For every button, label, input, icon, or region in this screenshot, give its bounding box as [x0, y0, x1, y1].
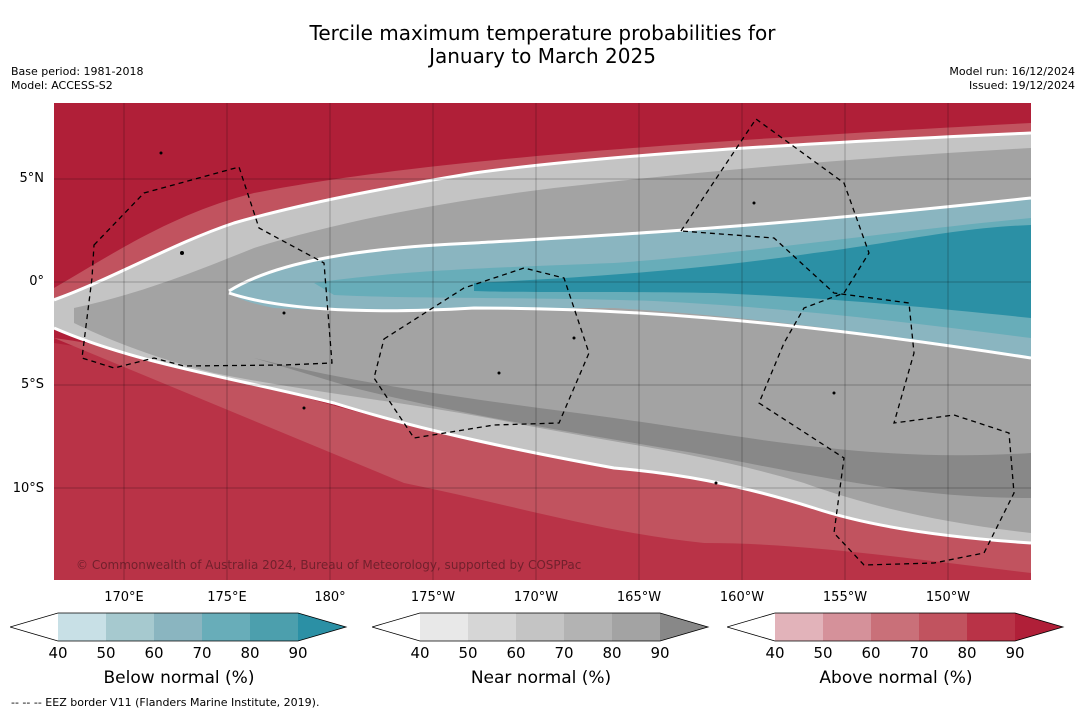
- colorbar-below-segment-1: [10, 613, 58, 641]
- cbar-near-tick: 40: [410, 644, 430, 662]
- meta-left: Base period: 1981-2018 Model: ACCESS-S2: [11, 65, 143, 93]
- lon-label-180: 180°: [314, 590, 346, 605]
- cbar-near-tick: 60: [506, 644, 526, 662]
- colorbar-near-segment-2: [420, 613, 468, 641]
- near-band-90: [254, 358, 1031, 498]
- colorbar-near-segment-4: [516, 613, 564, 641]
- lon-label-165w: 165°W: [616, 590, 662, 605]
- issued-date: Issued: 19/12/2024: [968, 79, 1075, 92]
- colorbar-above-segment-5: [919, 613, 967, 641]
- cbar-below-tick: 90: [288, 644, 308, 662]
- colorbar-near-segment-7: [660, 613, 708, 641]
- cbar-above-tick: 60: [861, 644, 881, 662]
- colorbar-above-segment-4: [871, 613, 919, 641]
- cbar-above-tick: 50: [813, 644, 833, 662]
- colorbar-near-segment-3: [468, 613, 516, 641]
- lon-label-175w: 175°W: [410, 590, 456, 605]
- cbar-above-tick: 90: [1005, 644, 1025, 662]
- colorbar-above-segment-3: [823, 613, 871, 641]
- model-name: Model: ACCESS-S2: [11, 79, 113, 92]
- contour-north: [54, 131, 1031, 302]
- colorbar-below-segment-5: [202, 613, 250, 641]
- colorbar-above-segment-1: [727, 613, 775, 641]
- lon-label-150w: 150°W: [925, 590, 971, 605]
- cbar-near-tick: 80: [602, 644, 622, 662]
- colorbar-near-segment-5: [564, 613, 612, 641]
- cbar-above-tick: 40: [765, 644, 785, 662]
- lat-label-0: 0°: [29, 274, 44, 289]
- colorbar-below-segment-3: [106, 613, 154, 641]
- colorbar-below-title: Below normal (%): [103, 668, 255, 688]
- colorbar-below-segment-4: [154, 613, 202, 641]
- colorbar-below-normal: [10, 612, 348, 642]
- lon-label-155w: 155°W: [822, 590, 868, 605]
- lon-label-175e: 175°E: [207, 590, 247, 605]
- cbar-above-tick: 80: [957, 644, 977, 662]
- colorbar-below-segment-2: [58, 613, 106, 641]
- colorbar-near-segment-6: [612, 613, 660, 641]
- cbar-below-tick: 60: [144, 644, 164, 662]
- copyright-notice: © Commonwealth of Australia 2024, Bureau…: [76, 558, 582, 572]
- cbar-below-tick: 40: [48, 644, 68, 662]
- cbar-below-tick: 70: [192, 644, 212, 662]
- cbar-near-tick: 90: [650, 644, 670, 662]
- colorbar-below-segment-6: [250, 613, 298, 641]
- contour-blue-south: [228, 291, 1031, 360]
- meta-right: Model run: 16/12/2024 Issued: 19/12/2024: [949, 65, 1075, 93]
- cbar-near-tick: 50: [458, 644, 478, 662]
- cbar-above-tick: 70: [909, 644, 929, 662]
- lon-label-160w: 160°W: [719, 590, 765, 605]
- lat-label-10s: 10°S: [12, 481, 44, 496]
- colorbar-above-normal: [727, 612, 1065, 642]
- contour-south: [54, 326, 1031, 545]
- islands: [159, 151, 836, 485]
- colorbar-above-segment-7: [1015, 613, 1063, 641]
- lon-label-170w: 170°W: [513, 590, 559, 605]
- probability-map: [54, 103, 1031, 580]
- model-run: Model run: 16/12/2024: [949, 65, 1075, 78]
- colorbar-above-title: Above normal (%): [819, 668, 973, 688]
- colorbar-near-title: Near normal (%): [470, 668, 612, 688]
- eez-borders: [81, 118, 1015, 566]
- eez-footnote: -- -- -- EEZ border V11 (Flanders Marine…: [11, 696, 320, 709]
- cbar-below-tick: 50: [96, 644, 116, 662]
- contour-blue-north: [228, 196, 1031, 293]
- colorbar-near-segment-1: [372, 613, 420, 641]
- below-band-90: [474, 225, 1031, 318]
- title-line-1: Tercile maximum temperature probabilitie…: [309, 21, 776, 45]
- lat-label-5s: 5°S: [20, 377, 44, 392]
- lat-label-5n: 5°N: [19, 171, 45, 186]
- colorbar-above-segment-6: [967, 613, 1015, 641]
- colorbar-below-segment-7: [298, 613, 346, 641]
- map-title: Tercile maximum temperature probabilitie…: [0, 22, 1085, 68]
- cbar-near-tick: 70: [554, 644, 574, 662]
- colorbar-near-normal: [372, 612, 710, 642]
- title-line-2: January to March 2025: [429, 44, 656, 68]
- cbar-below-tick: 80: [240, 644, 260, 662]
- colorbar-above-segment-2: [775, 613, 823, 641]
- map-svg: [54, 103, 1031, 580]
- base-period: Base period: 1981-2018: [11, 65, 144, 78]
- lon-label-170e: 170°E: [104, 590, 144, 605]
